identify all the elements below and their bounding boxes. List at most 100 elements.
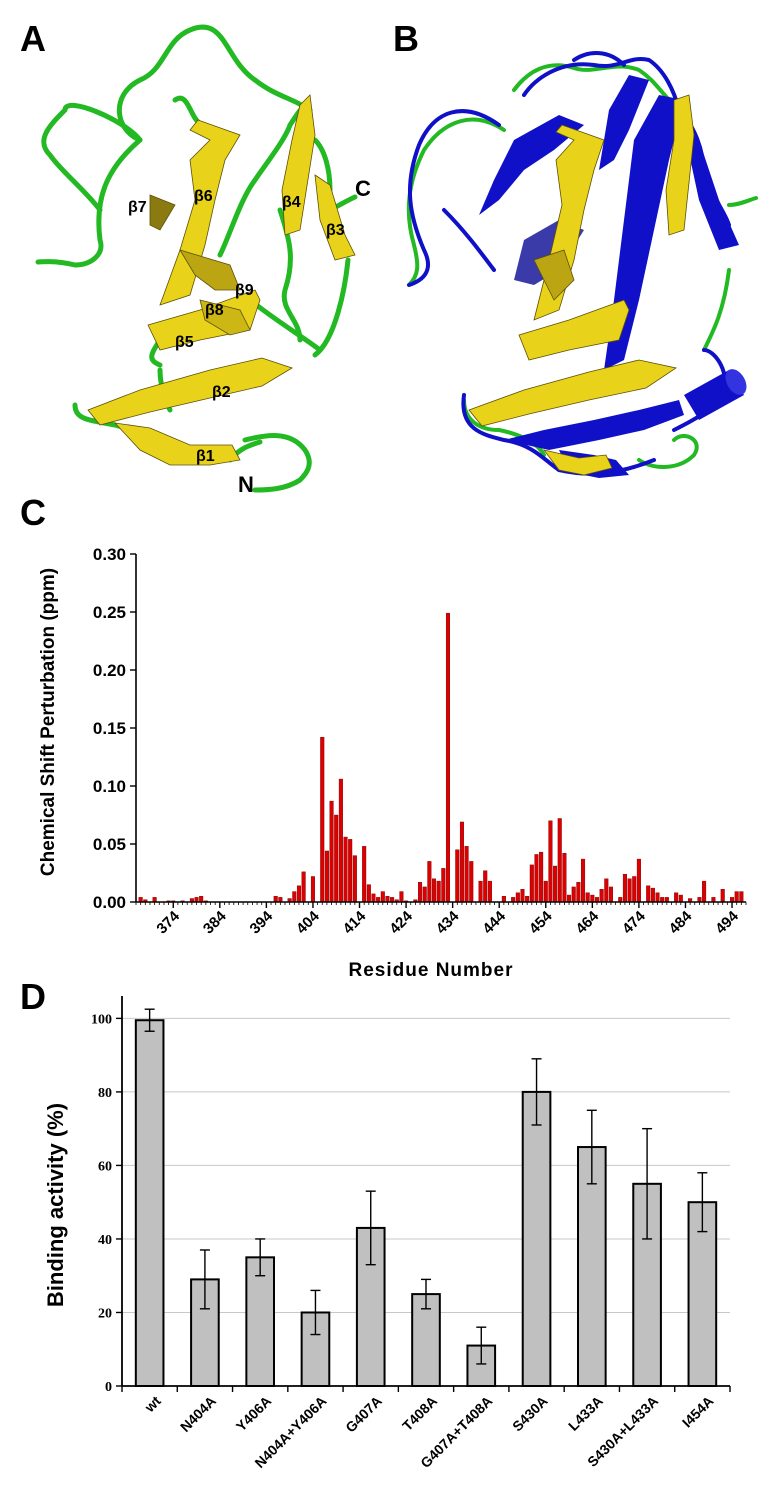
- csp-y-tick-label: 0.00: [93, 893, 126, 912]
- csp-y-tick-label: 0.25: [93, 603, 126, 622]
- csp-bar: [627, 878, 632, 903]
- panel-letter-c: C: [20, 492, 46, 533]
- strand-label-b3: β3: [326, 222, 345, 239]
- strand-label-b5: β5: [175, 334, 194, 351]
- csp-bar: [296, 885, 301, 903]
- binding-category-label: G407A: [342, 1393, 385, 1436]
- csp-bar: [329, 800, 334, 903]
- csp-bar: [581, 858, 586, 903]
- csp-bar: [310, 876, 315, 903]
- structure-b-superposition: [406, 51, 758, 478]
- csp-bar: [320, 737, 325, 903]
- csp-y-tick-label: 0.15: [93, 719, 126, 738]
- csp-bar: [590, 894, 595, 903]
- structure-b-blue-overlay: [407, 51, 747, 478]
- csp-x-tick-label: 384: [200, 907, 230, 937]
- csp-bar: [520, 889, 525, 903]
- csp-bar: [292, 891, 297, 903]
- csp-bar: [674, 892, 679, 903]
- csp-bar: [436, 880, 441, 903]
- strand-label-b1: β1: [196, 448, 215, 465]
- csp-x-tick-label: 394: [247, 907, 277, 937]
- binding-category-label: wt: [141, 1393, 164, 1416]
- csp-bar: [352, 855, 357, 903]
- binding-bars: [134, 1008, 718, 1388]
- csp-x-tick-label: 424: [386, 907, 416, 937]
- csp-bar: [585, 892, 590, 903]
- csp-bar: [646, 885, 651, 903]
- csp-bar: [702, 880, 707, 903]
- csp-bar: [576, 882, 581, 903]
- csp-bar: [464, 846, 469, 903]
- csp-x-tick-label: 494: [712, 907, 742, 937]
- helix-cylinder-icon: [684, 369, 747, 420]
- csp-y-tick-label: 0.20: [93, 661, 126, 680]
- csp-bar: [632, 876, 637, 903]
- csp-bar: [380, 891, 385, 903]
- csp-x-axis-label: Residue Number: [349, 960, 514, 980]
- csp-bars: [138, 612, 744, 903]
- binding-y-tick-label: 80: [98, 1086, 112, 1101]
- csp-bar: [487, 880, 492, 903]
- terminus-c-label: C: [355, 176, 371, 201]
- csp-bar: [301, 871, 306, 903]
- binding-bar: [134, 1019, 165, 1387]
- binding-y-tick-label: 20: [98, 1306, 112, 1321]
- binding-bar: [521, 1090, 552, 1388]
- csp-bar: [366, 884, 371, 903]
- csp-bar: [515, 892, 520, 903]
- csp-bar: [553, 865, 558, 903]
- csp-bar: [483, 870, 488, 903]
- csp-bar: [539, 851, 544, 903]
- csp-bar: [478, 880, 483, 903]
- strand-label-b4: β4: [282, 194, 301, 211]
- csp-bar: [273, 896, 278, 903]
- csp-bar: [608, 886, 613, 903]
- csp-y-axis-label: Chemical Shift Perturbation (ppm): [38, 568, 59, 876]
- csp-y-tick-label: 0.05: [93, 835, 126, 854]
- strand-label-b9: β9: [235, 282, 254, 299]
- csp-bar: [571, 886, 576, 903]
- csp-bar-chart: 0.00 0.05 0.10 0.15 0.20 0.25 0.30 374 384 394 404…: [38, 545, 747, 980]
- csp-bar: [525, 896, 530, 903]
- csp-bar: [199, 896, 204, 903]
- binding-y-tick-label: 100: [91, 1012, 112, 1027]
- panel-letter-b: B: [393, 18, 419, 59]
- csp-bar: [720, 889, 725, 903]
- csp-bar: [529, 864, 534, 903]
- csp-x-tick-label: 474: [619, 907, 649, 937]
- csp-x-tick-label: 374: [153, 907, 183, 937]
- csp-bar: [534, 854, 539, 903]
- binding-bar: [577, 1146, 607, 1387]
- panel-letter-d: D: [20, 976, 46, 1017]
- binding-category-label: S430A: [509, 1393, 551, 1435]
- strand-label-b8: β8: [205, 302, 224, 319]
- terminus-n-label: N: [238, 472, 254, 497]
- csp-x-tick-label: 434: [433, 907, 463, 937]
- csp-x-tick-label: 404: [293, 907, 323, 937]
- csp-x-tick-label: 414: [340, 907, 370, 937]
- csp-bar: [548, 820, 553, 903]
- csp-bar: [469, 861, 474, 903]
- csp-bar: [459, 821, 464, 903]
- csp-bar: [604, 878, 609, 903]
- csp-bar: [734, 891, 739, 903]
- strand-label-b7: β7: [128, 199, 147, 216]
- csp-y-tick-label: 0.30: [93, 545, 126, 564]
- structure-b-yellow-strands: [468, 94, 695, 476]
- csp-bar: [636, 858, 641, 903]
- csp-bar: [678, 894, 683, 903]
- panel-letter-a: A: [20, 18, 46, 59]
- csp-bar: [348, 839, 353, 903]
- csp-bar: [501, 896, 506, 903]
- csp-axes: 0.00 0.05 0.10 0.15 0.20 0.25 0.30 374 384 394 404…: [93, 545, 747, 937]
- binding-y-tick-label: 0: [105, 1380, 112, 1395]
- structure-a-strands: [87, 94, 356, 466]
- csp-bar: [557, 818, 562, 903]
- csp-bar: [739, 891, 744, 903]
- csp-bar: [343, 836, 348, 903]
- csp-bar: [567, 894, 572, 903]
- binding-y-tick-label: 60: [98, 1159, 112, 1174]
- csp-bar: [650, 887, 655, 903]
- csp-bar: [427, 861, 432, 903]
